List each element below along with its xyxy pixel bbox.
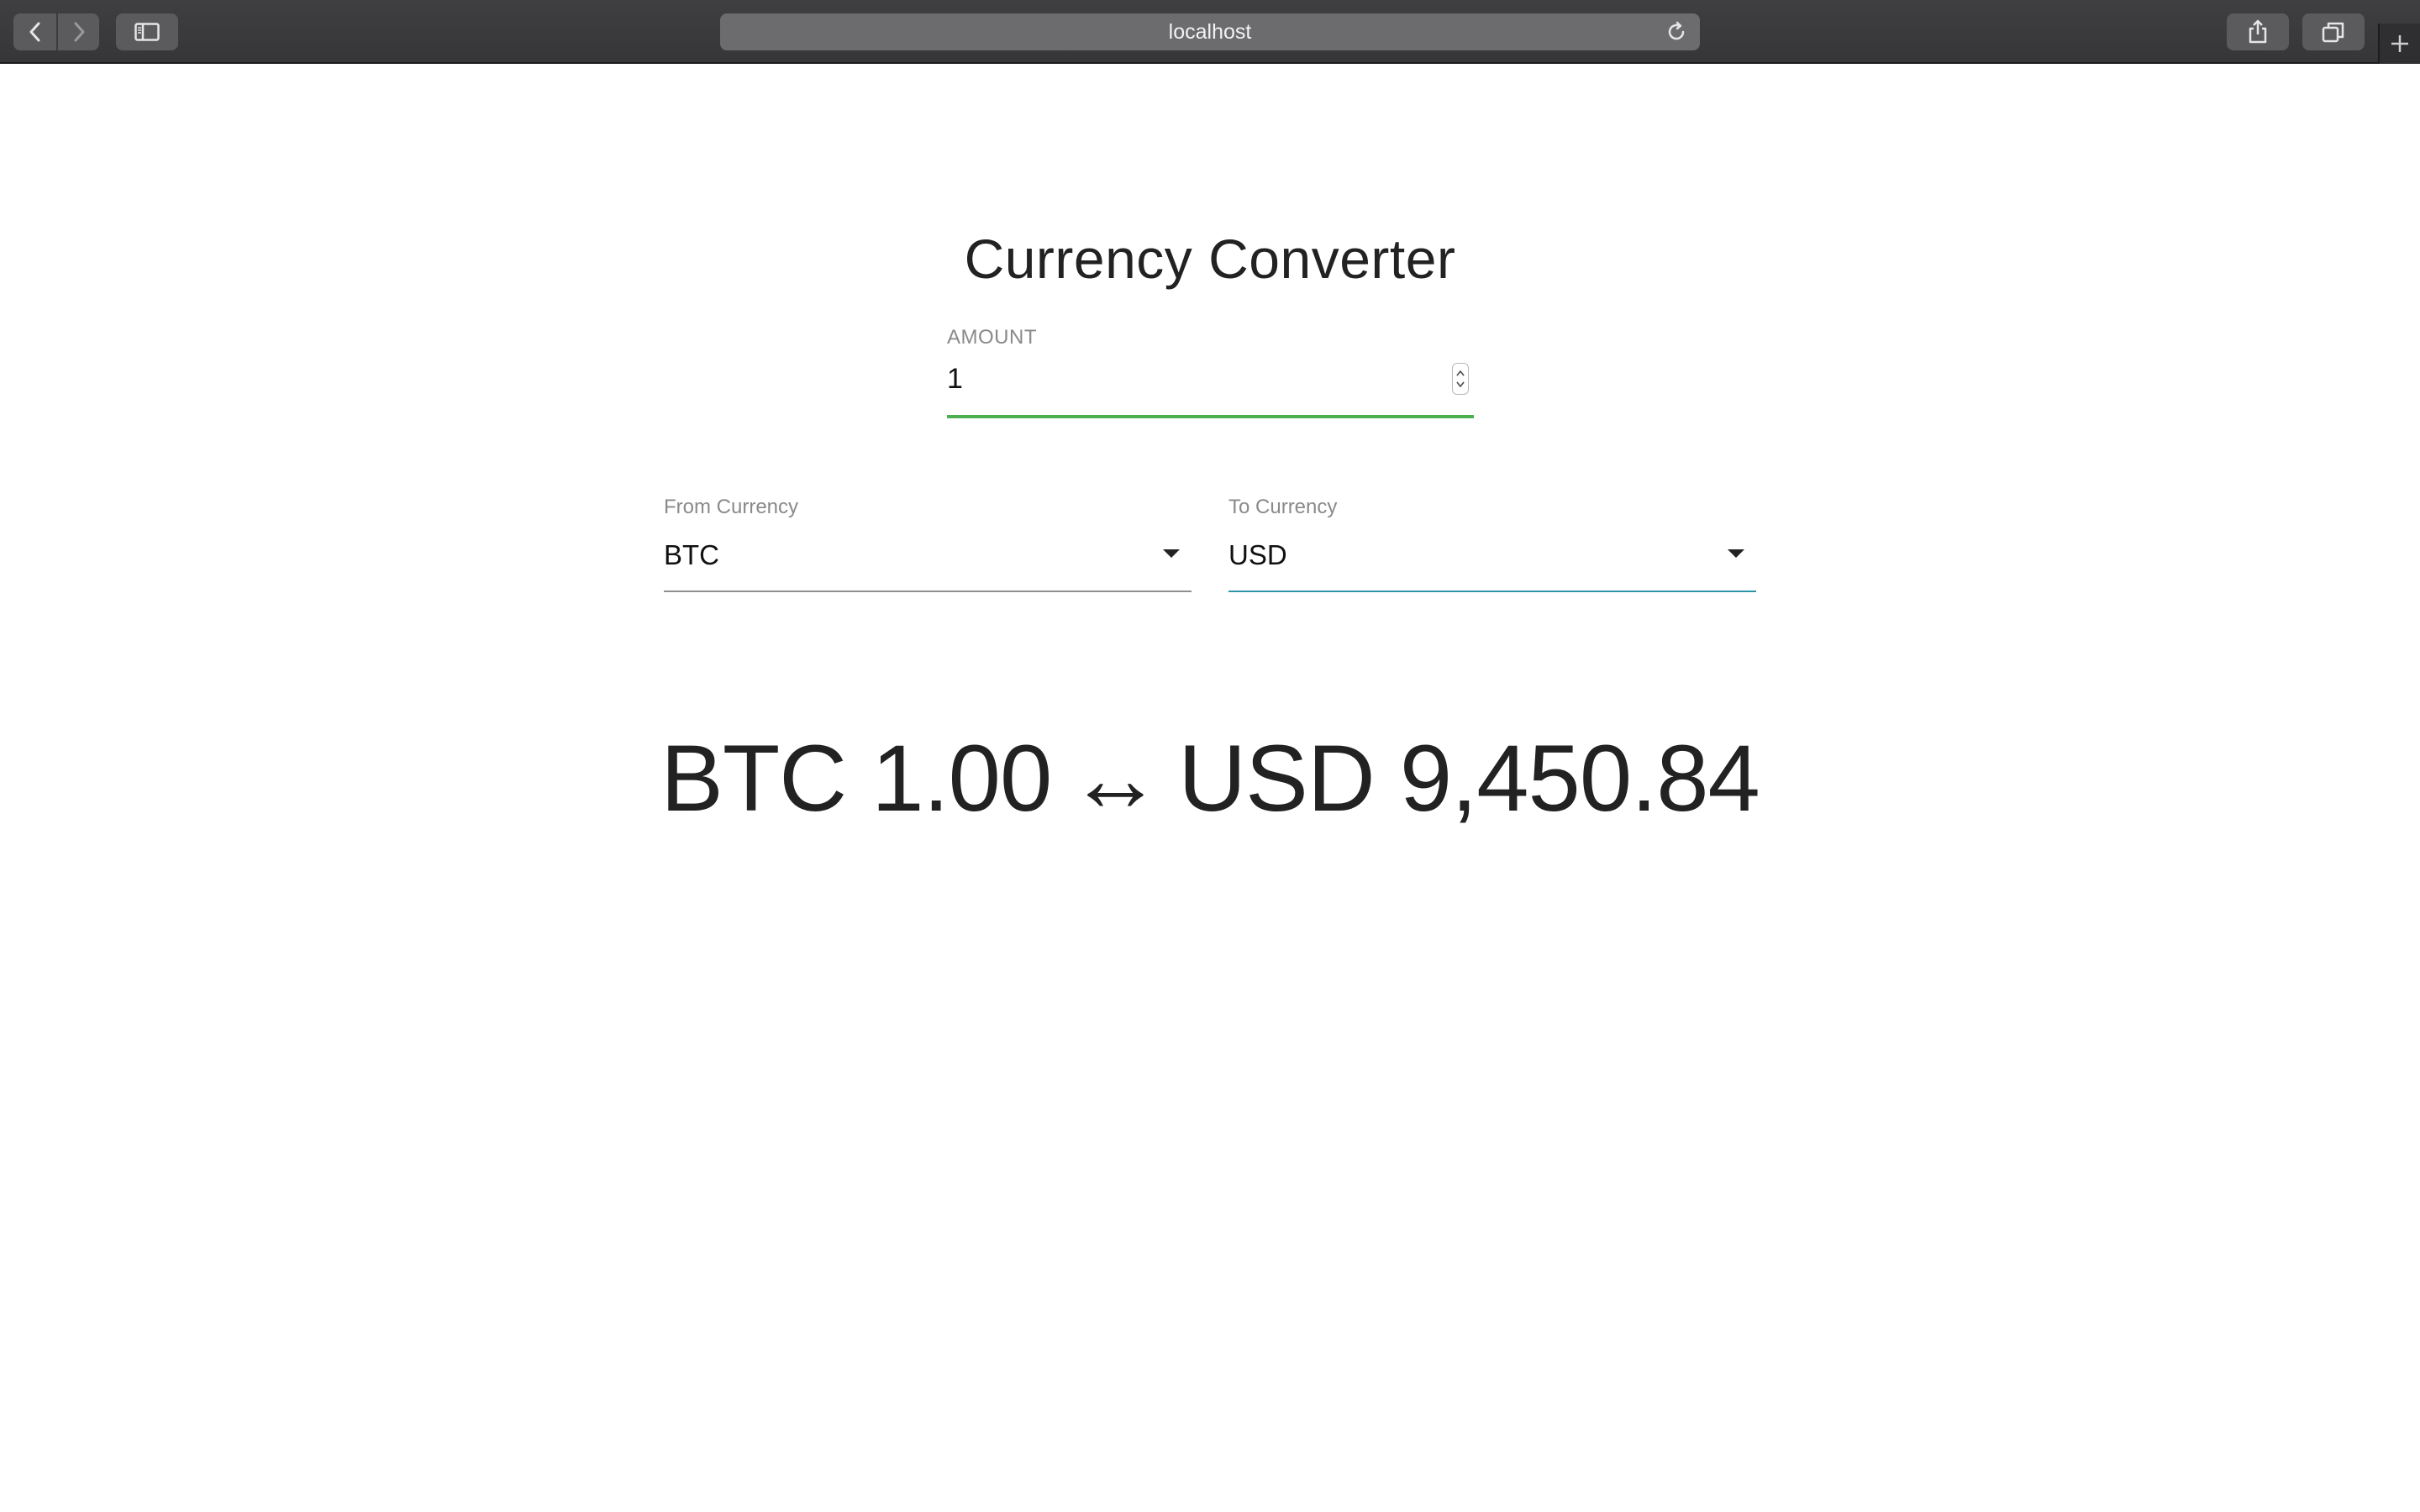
amount-label: AMOUNT bbox=[947, 326, 1037, 349]
result-to: USD 9,450.84 bbox=[1178, 726, 1760, 831]
to-currency-underline bbox=[1228, 591, 1756, 592]
page-title: Currency Converter bbox=[964, 228, 1456, 290]
conversion-result: BTC 1.00 ↔ USD 9,450.84 bbox=[0, 724, 2420, 832]
from-currency-value[interactable]: BTC bbox=[664, 539, 719, 570]
to-currency-select[interactable]: To Currency USD bbox=[1228, 494, 1756, 595]
reload-icon[interactable] bbox=[1665, 20, 1688, 44]
share-icon bbox=[2249, 19, 2267, 44]
tabs-icon bbox=[2322, 22, 2344, 43]
forward-button[interactable] bbox=[56, 13, 99, 50]
plus-icon bbox=[2391, 35, 2408, 52]
sidebar-icon bbox=[134, 23, 160, 41]
result-from: BTC 1.00 bbox=[660, 726, 1052, 831]
tabs-button[interactable] bbox=[2302, 13, 2365, 50]
to-currency-value[interactable]: USD bbox=[1228, 539, 1287, 570]
chevron-right-icon bbox=[74, 22, 84, 42]
address-url: localhost bbox=[1168, 20, 1252, 44]
amount-underline bbox=[947, 415, 1474, 418]
back-button[interactable] bbox=[13, 13, 56, 50]
sidebar-button[interactable] bbox=[116, 13, 178, 50]
exchange-arrow-icon: ↔ bbox=[1068, 726, 1162, 831]
amount-field[interactable]: AMOUNT 1 bbox=[947, 321, 1474, 420]
browser-toolbar: localhost bbox=[0, 0, 2420, 64]
share-button[interactable] bbox=[2227, 13, 2289, 50]
chevron-left-icon bbox=[29, 22, 39, 42]
to-currency-label: To Currency bbox=[1228, 496, 1338, 518]
caret-down-icon[interactable] bbox=[1163, 549, 1180, 558]
new-tab-button[interactable] bbox=[2378, 24, 2420, 64]
caret-down-icon[interactable] bbox=[1728, 549, 1744, 558]
from-currency-underline bbox=[664, 591, 1192, 592]
address-bar[interactable]: localhost bbox=[720, 13, 1700, 50]
from-currency-select[interactable]: From Currency BTC bbox=[664, 494, 1192, 595]
amount-input[interactable]: 1 bbox=[947, 363, 963, 395]
nav-buttons bbox=[13, 13, 99, 50]
from-currency-label: From Currency bbox=[664, 496, 799, 518]
stepper-icon[interactable] bbox=[1452, 363, 1469, 395]
